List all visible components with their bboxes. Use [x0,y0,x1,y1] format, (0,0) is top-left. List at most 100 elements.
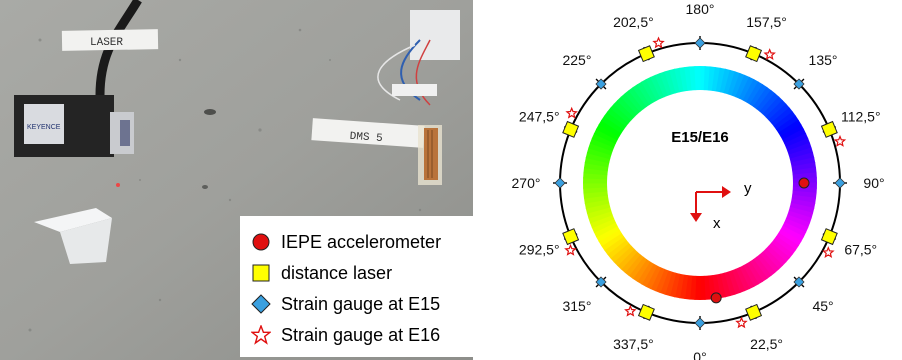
legend-label: IEPE accelerometer [281,231,442,252]
angle-label: 180° [686,1,715,17]
wheel-segment [585,152,611,164]
dms-tag-text: DMS 5 [349,131,383,145]
legend-item-strain-e16: Strain gauge at E16 [250,321,440,349]
wheel-segment [654,72,669,98]
red-star-icon [250,324,272,346]
angle-label: 202,5° [613,14,654,30]
wheel-segment [782,221,807,238]
wheel-segment [583,167,608,176]
wheel-segment [771,239,794,259]
wheel-segment [735,267,750,292]
sensor-layout-diagram: E15/E16 y x 0° 22,5° 45° 67,5° 90° 112,5° 135°… [512,1,885,360]
axis-x-label: x [713,215,721,232]
strain-gauge-e15-marker [595,78,607,90]
wheel-segment [723,271,736,297]
wheel-segment [765,99,787,121]
angle-label: 67,5° [844,242,877,258]
wheel-segment [606,107,629,127]
wheel-segment [664,271,677,297]
wheel-segment [674,67,685,93]
wheel-segment [645,265,662,290]
wheel-segment [589,137,615,152]
angle-label: 270° [512,175,541,191]
angle-label: 292,5° [519,242,560,258]
wheel-segment [746,81,764,105]
accelerometer-marker [710,292,722,304]
keyence-laser-sensor: KEYENCE [14,95,134,157]
wheel-segment [613,245,635,267]
wheel-segment [641,263,658,287]
wheel-segment [669,68,681,94]
wheel-segment [787,210,812,224]
angle-label: 225° [562,52,591,68]
wheel-segment [664,69,677,95]
wheel-segment [601,115,625,134]
wheel-segment [771,107,794,127]
angle-label: 337,5° [613,336,654,352]
legend-item-strain-e15: Strain gauge at E15 [250,290,440,318]
wheel-segment [775,115,799,134]
strain-gauge-e15-marker [554,177,566,189]
wheel-segment [703,275,711,300]
wheel-segment [742,79,759,103]
angle-label: 0° [693,349,706,360]
distance-laser-marker [562,228,580,246]
wheel-segment [759,93,780,115]
wheel-segment [773,111,797,130]
wheel-segment [606,239,629,259]
wheel-segment [610,103,632,124]
wheel-segment [762,96,784,118]
wheel-segment [650,74,665,99]
strain-gauge-e15-marker [834,177,846,189]
distance-laser-marker [637,45,655,63]
wheel-segment [715,67,726,93]
wheel-segment [790,157,816,168]
wheel-segment [613,99,635,121]
wheel-segment [593,221,618,238]
wheel-segment [616,96,638,118]
wheel-segment [727,71,741,96]
distance-laser-marker [745,45,763,63]
legend: IEPE accelerometer distance laser Strain… [240,216,473,357]
angle-label: 22,5° [750,336,783,352]
wheel-segment [632,258,651,282]
wheel-segment [583,186,608,194]
distance-laser-marker [820,228,838,246]
wheel-segment [620,251,641,273]
wheel-segment [715,273,726,299]
wheel-segment [788,147,814,160]
angle-label: 112,5° [841,108,881,124]
strain-gauge-e15-marker [595,276,607,288]
wheel-segment [723,69,736,95]
wheel-segment [589,214,615,229]
accelerometer-marker [798,177,810,189]
blue-diamond-icon [250,293,272,315]
wheel-segment [632,84,651,108]
wheel-segment [659,71,673,96]
wheel-segment [768,242,790,263]
wheel-segment [790,198,816,209]
strain-gauge-e16-marker [763,48,776,60]
wheel-segment [788,206,814,219]
wheel-segment [738,265,755,290]
wheel-segment [756,254,776,277]
wheel-segment [768,103,790,124]
wheel-segment [784,218,809,233]
wheel-segment [780,124,804,141]
laser-tag: LASER [61,29,159,51]
wheel-segment [731,72,746,98]
distance-laser-marker [745,303,763,321]
wheel-segment [694,66,701,91]
strain-gauge-e16-marker [822,246,835,258]
axis-arrows: y x [690,180,752,232]
wheel-segment [791,162,817,172]
wheel-segment [791,194,817,204]
wheel-segment [689,66,697,91]
strain-gauge-e16-marker [652,36,665,49]
wheel-segment [775,232,799,251]
distance-laser-marker [637,303,655,321]
red-circle-icon [250,231,272,253]
wheel-segment [603,236,627,255]
wheel-segment [624,89,644,112]
wheel-segment [753,256,772,280]
